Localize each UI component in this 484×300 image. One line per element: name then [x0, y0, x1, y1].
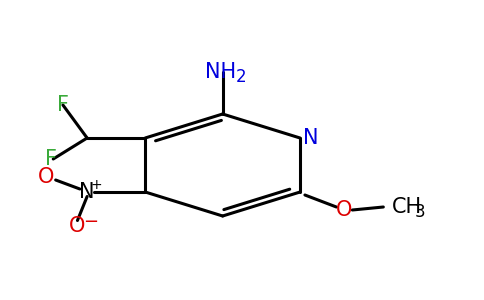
Text: N: N [79, 182, 95, 202]
Text: +: + [90, 178, 102, 192]
Text: N: N [303, 128, 318, 148]
Text: CH: CH [392, 197, 422, 217]
Text: F: F [45, 149, 57, 169]
Text: 3: 3 [415, 203, 425, 221]
Text: −: − [83, 213, 99, 231]
Text: F: F [57, 95, 69, 115]
Text: NH: NH [205, 62, 236, 82]
Text: 2: 2 [236, 68, 246, 86]
Text: O: O [38, 167, 54, 187]
Text: O: O [69, 217, 86, 236]
Text: O: O [335, 200, 352, 220]
